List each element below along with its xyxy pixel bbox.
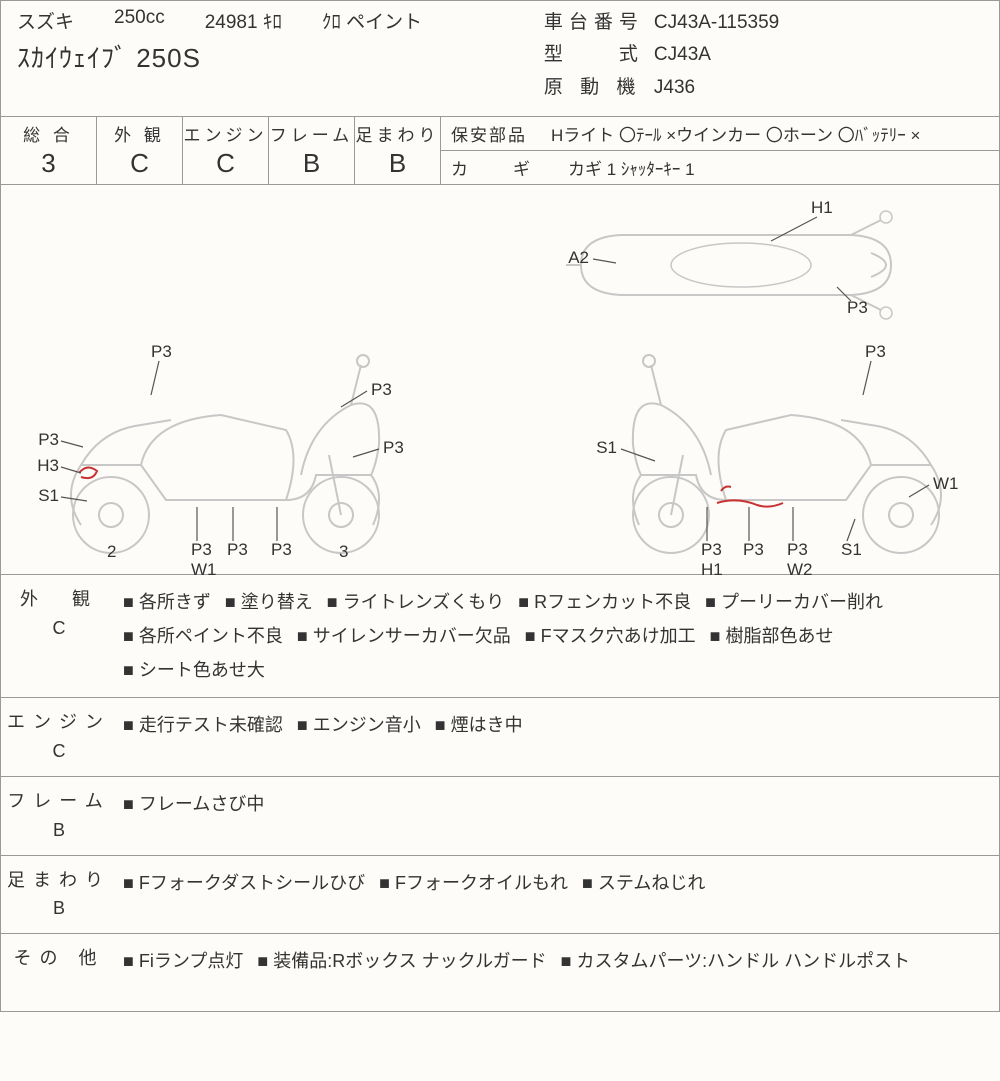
note-body: 各所きず塗り替えライトレンズくもり Rフェンカット不良プーリーカバー削れ各所ペイン… (117, 585, 991, 688)
note-label: エンジンC (1, 708, 117, 766)
svg-text:H1: H1 (811, 198, 833, 217)
note-item: ライトレンズくもり (327, 592, 505, 612)
engine-value: J436 (654, 72, 695, 104)
note-body: Fiランプ点灯装備品:Rボックス ナックルガードカスタムパーツ:ハンドル ハンド… (117, 944, 991, 1001)
grade-gaikan: 外 観 C (97, 117, 183, 184)
svg-text:W1: W1 (933, 474, 959, 493)
chassis-label: 車台番号 (544, 7, 654, 39)
safety-parts-row: 保安部品 Hライト 〇ﾃｰﾙ ×ウインカー 〇ホーン 〇ﾊﾞｯﾃﾘｰ × (441, 117, 999, 150)
model-name: ｽｶｲｳｪｲﾌﾞ 250S (17, 38, 544, 75)
header: スズキ 250cc 24981 ｷﾛ ｸﾛ ペイント ｽｶｲｳｪｲﾌﾞ 250S… (1, 1, 999, 116)
type-label: 型 式 (544, 39, 654, 71)
svg-text:3: 3 (339, 542, 348, 561)
inspection-sheet: スズキ 250cc 24981 ｷﾛ ｸﾛ ペイント ｽｶｲｳｪｲﾌﾞ 250S… (0, 0, 1000, 1012)
note-item: Fフォークオイルもれ (379, 873, 568, 893)
diagram-area: A2H1P3P3P3P3H3S1P32P3P3P33W1P3S1W1P3P3P3… (1, 184, 999, 574)
svg-text:W1: W1 (191, 560, 217, 575)
svg-text:S1: S1 (841, 540, 862, 559)
note-item: 各所きず (123, 592, 211, 612)
note-item: Rフェンカット不良 (518, 592, 691, 612)
type-value: CJ43A (654, 39, 711, 71)
note-item: 各所ペイント不良 (123, 626, 283, 646)
note-body: 走行テスト未確認エンジン音小煙はき中 (117, 708, 991, 766)
grade-engine: エンジン C (183, 117, 269, 184)
svg-text:P3: P3 (371, 380, 392, 399)
note-item: 塗り替え (225, 592, 313, 612)
svg-text:P3: P3 (787, 540, 808, 559)
color: ｸﾛ ペイント (322, 7, 422, 34)
note-body: フレームさび中 (117, 787, 991, 845)
svg-text:S1: S1 (38, 486, 59, 505)
note-label: その 他 (1, 944, 117, 1001)
notes-section: 外 観C各所きず塗り替えライトレンズくもりRフェンカット不良プーリーカバー削れ各… (1, 574, 999, 1011)
svg-text:H1: H1 (701, 560, 723, 575)
engine-label: 原 動 機 (544, 72, 654, 104)
svg-text:A2: A2 (568, 248, 589, 267)
svg-text:P3: P3 (191, 540, 212, 559)
mileage: 24981 ｷﾛ (205, 7, 282, 34)
svg-text:P3: P3 (701, 540, 722, 559)
grades-row: 総 合 3 外 観 C エンジン C フレーム B 足まわり B 保安部品 Hラ… (1, 116, 999, 184)
safety-item: ﾃｰﾙ × (636, 126, 676, 145)
note-label: 足まわりB (1, 866, 117, 924)
note-label: フレームB (1, 787, 117, 845)
note-item: ステムねじれ (582, 873, 705, 893)
svg-text:P3: P3 (271, 540, 292, 559)
safety-item: ﾊﾞｯﾃﾘｰ × (855, 126, 921, 145)
svg-text:W2: W2 (787, 560, 813, 575)
svg-text:P3: P3 (743, 540, 764, 559)
svg-text:P3: P3 (865, 342, 886, 361)
note-item: サイレンサーカバー欠品 (297, 626, 511, 646)
cc: 250cc (114, 7, 165, 34)
safety-item: ホーン 〇 (783, 126, 855, 145)
note-item: 煙はき中 (435, 715, 523, 735)
note-body: Fフォークダストシールひび Fフォークオイルもれステムねじれ (117, 866, 991, 924)
svg-text:S1: S1 (596, 438, 617, 457)
grade-sogo: 総 合 3 (1, 117, 97, 184)
svg-text:P3: P3 (38, 430, 59, 449)
note-label: 外 観C (1, 585, 117, 688)
keys-row: カ ギ カギ 1 ｼｬｯﾀｰｷｰ 1 (441, 150, 999, 184)
svg-text:P3: P3 (227, 540, 248, 559)
svg-text:2: 2 (107, 542, 116, 561)
svg-text:H3: H3 (37, 456, 59, 475)
note-row: エンジンC走行テスト未確認エンジン音小煙はき中 (1, 697, 999, 776)
grade-ashi: 足まわり B (355, 117, 441, 184)
grade-frame: フレーム B (269, 117, 355, 184)
maker: スズキ (17, 7, 74, 34)
scooter-diagram-svg: A2H1P3P3P3P3H3S1P32P3P3P33W1P3S1W1P3P3P3… (1, 185, 1000, 575)
note-item: 樹脂部色あせ (710, 626, 834, 646)
safety-column: 保安部品 Hライト 〇ﾃｰﾙ ×ウインカー 〇ホーン 〇ﾊﾞｯﾃﾘｰ × カ ギ… (441, 117, 999, 184)
header-right: 車台番号 CJ43A-115359 型 式 CJ43A 原 動 機 J436 (544, 7, 983, 104)
safety-item: Hライト 〇 (551, 126, 636, 145)
note-item: エンジン音小 (297, 715, 421, 735)
note-item: 走行テスト未確認 (123, 715, 283, 735)
note-item: シート色あせ大 (123, 660, 265, 680)
chassis-value: CJ43A-115359 (654, 7, 779, 39)
note-item: カスタムパーツ:ハンドル ハンドルポスト (561, 951, 911, 971)
svg-text:P3: P3 (383, 438, 404, 457)
keys-text: カギ 1 ｼｬｯﾀｰｷｰ 1 (568, 155, 695, 180)
note-row: その 他Fiランプ点灯装備品:Rボックス ナックルガードカスタムパーツ:ハンドル… (1, 933, 999, 1011)
safety-items: Hライト 〇ﾃｰﾙ ×ウインカー 〇ホーン 〇ﾊﾞｯﾃﾘｰ × (551, 121, 920, 146)
note-item: Fマスク穴あけ加工 (525, 626, 696, 646)
note-item: フレームさび中 (123, 794, 264, 814)
note-item: プーリーカバー削れ (705, 592, 883, 612)
svg-text:P3: P3 (151, 342, 172, 361)
safety-item: ウインカー 〇 (676, 126, 783, 145)
note-item: 装備品:Rボックス ナックルガード (257, 951, 546, 971)
header-left: スズキ 250cc 24981 ｷﾛ ｸﾛ ペイント ｽｶｲｳｪｲﾌﾞ 250S (17, 7, 544, 104)
note-row: フレームB フレームさび中 (1, 776, 999, 855)
note-item: Fフォークダストシールひび (123, 873, 365, 893)
note-row: 足まわりB Fフォークダストシールひび Fフォークオイルもれステムねじれ (1, 855, 999, 934)
note-row: 外 観C各所きず塗り替えライトレンズくもりRフェンカット不良プーリーカバー削れ各… (1, 574, 999, 698)
note-item: Fiランプ点灯 (123, 951, 243, 971)
